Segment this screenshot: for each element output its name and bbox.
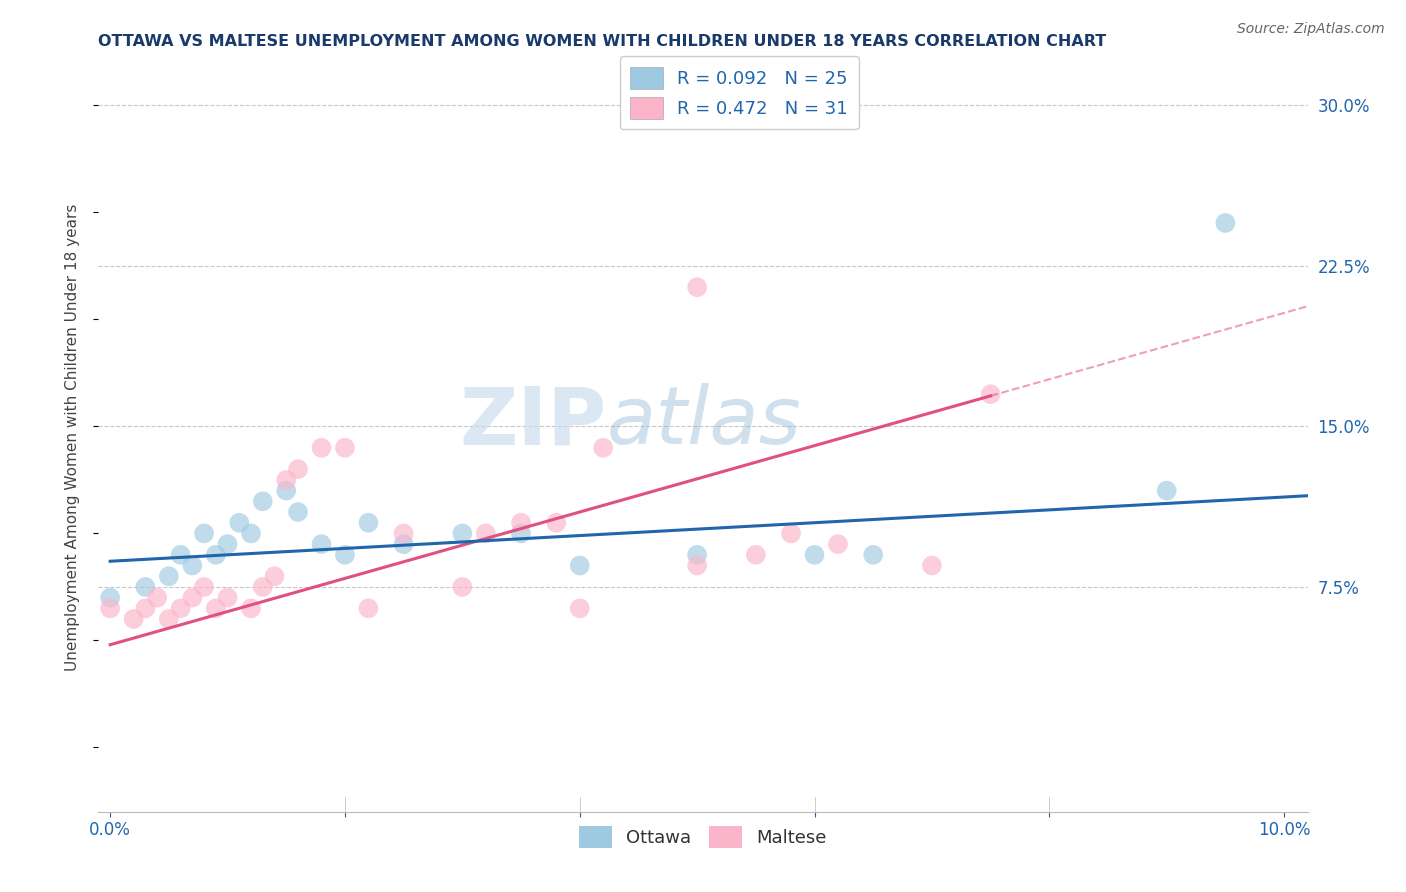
Point <box>451 526 474 541</box>
Point <box>592 441 614 455</box>
Point <box>157 569 180 583</box>
Text: OTTAWA VS MALTESE UNEMPLOYMENT AMONG WOMEN WITH CHILDREN UNDER 18 YEARS CORRELAT: OTTAWA VS MALTESE UNEMPLOYMENT AMONG WOM… <box>98 34 1107 49</box>
Point <box>510 516 533 530</box>
Point <box>451 580 474 594</box>
Point <box>862 548 884 562</box>
Point <box>475 526 498 541</box>
Point <box>98 591 121 605</box>
Point <box>311 537 333 551</box>
Point <box>568 601 591 615</box>
Point <box>357 601 380 615</box>
Point <box>392 537 415 551</box>
Point <box>276 483 298 498</box>
Y-axis label: Unemployment Among Women with Children Under 18 years: Unemployment Among Women with Children U… <box>65 203 80 671</box>
Point <box>240 526 263 541</box>
Text: Source: ZipAtlas.com: Source: ZipAtlas.com <box>1237 22 1385 37</box>
Point <box>803 548 825 562</box>
Point <box>193 580 215 594</box>
Point <box>252 494 274 508</box>
Point <box>134 601 156 615</box>
Point <box>980 387 1002 401</box>
Point <box>217 537 239 551</box>
Point <box>276 473 298 487</box>
Point <box>546 516 568 530</box>
Point <box>745 548 768 562</box>
Point <box>287 505 309 519</box>
Point <box>204 601 226 615</box>
Text: atlas: atlas <box>606 383 801 461</box>
Point <box>686 548 709 562</box>
Point <box>169 601 191 615</box>
Point <box>827 537 849 551</box>
Point <box>193 526 215 541</box>
Point <box>333 441 356 455</box>
Point <box>921 558 943 573</box>
Point <box>217 591 239 605</box>
Point <box>392 526 415 541</box>
Point <box>146 591 169 605</box>
Point <box>157 612 180 626</box>
Point <box>510 526 533 541</box>
Point <box>98 601 121 615</box>
Point <box>780 526 803 541</box>
Point <box>311 441 333 455</box>
Point <box>228 516 250 530</box>
Legend: Ottawa, Maltese: Ottawa, Maltese <box>572 819 834 855</box>
Text: ZIP: ZIP <box>458 383 606 461</box>
Point <box>252 580 274 594</box>
Point <box>568 558 591 573</box>
Point <box>1156 483 1178 498</box>
Point <box>204 548 226 562</box>
Point <box>240 601 263 615</box>
Point <box>181 591 204 605</box>
Point <box>686 558 709 573</box>
Point <box>686 280 709 294</box>
Point <box>333 548 356 562</box>
Point <box>169 548 191 562</box>
Point <box>181 558 204 573</box>
Point <box>357 516 380 530</box>
Point <box>263 569 285 583</box>
Point <box>287 462 309 476</box>
Point <box>122 612 145 626</box>
Point <box>1215 216 1237 230</box>
Point <box>134 580 156 594</box>
